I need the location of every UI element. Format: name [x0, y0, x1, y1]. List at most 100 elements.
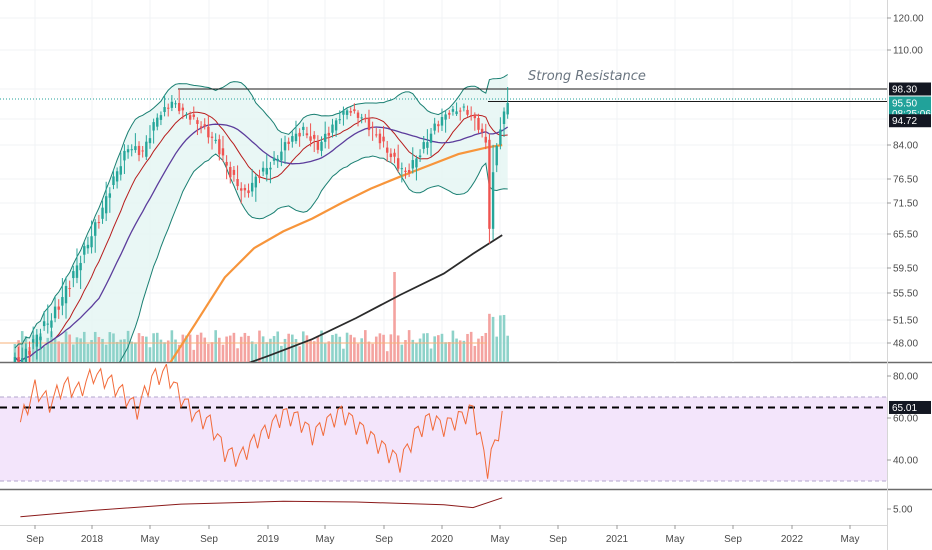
volume-bar — [433, 336, 436, 362]
volume-bar — [342, 348, 345, 362]
volume-bar — [148, 347, 152, 362]
volume-bar — [112, 333, 115, 362]
candle — [50, 313, 53, 338]
volume-bar — [440, 333, 444, 362]
candle — [21, 347, 24, 362]
volume-bar — [72, 344, 75, 362]
volume-bar — [407, 330, 411, 362]
candle — [265, 154, 268, 182]
volume-bar — [53, 338, 57, 362]
volume-bar — [185, 335, 188, 362]
volume-bar — [170, 330, 174, 362]
candle — [225, 155, 228, 180]
candle — [415, 155, 418, 181]
volume-bar — [429, 348, 433, 362]
price-tick-label: 65.50 — [893, 230, 918, 241]
candle — [236, 165, 239, 191]
candle — [46, 304, 49, 334]
candle — [309, 123, 312, 147]
candle — [429, 128, 433, 157]
volume-bar — [82, 331, 86, 362]
candle — [469, 106, 473, 121]
price-tick-label: 71.50 — [893, 199, 918, 210]
candle — [437, 120, 440, 133]
rsi-band-fill — [0, 397, 887, 481]
volume-bar — [451, 330, 455, 362]
price-tick-label: 110.00 — [893, 46, 923, 57]
candle — [349, 107, 352, 117]
volume-bar — [378, 333, 382, 362]
candle — [130, 144, 133, 157]
candle — [28, 341, 31, 362]
volume-bar — [108, 332, 112, 362]
candle — [13, 352, 17, 362]
candle — [94, 219, 97, 253]
time-tick-label: May — [316, 534, 335, 545]
volume-bar — [371, 343, 374, 362]
volume-bar — [57, 341, 61, 362]
candle — [448, 110, 451, 119]
candle — [261, 161, 265, 177]
volume-bar — [334, 333, 338, 362]
volume-bar — [104, 344, 108, 362]
volume-bar — [134, 342, 137, 362]
candle — [440, 108, 444, 132]
candle — [229, 161, 232, 184]
volume-bar — [42, 346, 46, 362]
candle — [90, 220, 93, 254]
candle — [72, 265, 75, 288]
volume-bar — [258, 330, 261, 362]
candle — [199, 121, 203, 134]
candle — [422, 136, 425, 154]
ma-fast-line — [14, 111, 508, 362]
candle — [269, 161, 272, 184]
candle — [68, 280, 71, 297]
candle — [123, 144, 126, 174]
volume-bar — [254, 344, 258, 362]
candle — [247, 183, 250, 198]
lower-indicator-line — [20, 497, 503, 518]
candle — [396, 144, 400, 173]
candle — [53, 296, 57, 323]
volume-bar — [385, 351, 389, 362]
volume-bar — [364, 330, 367, 362]
candle — [108, 187, 112, 213]
candle — [272, 151, 276, 165]
volume-bar — [214, 330, 217, 362]
candle — [196, 117, 199, 136]
time-axis[interactable]: Sep 2018 May Sep 2019 May Sep 2020 May Sep 2021 May… — [26, 525, 859, 545]
price-axis[interactable]: 120.00 110.00 84.00 76.50 71.50 65.50 59.50 55.… — [887, 14, 931, 516]
candle — [342, 106, 345, 126]
candle — [345, 108, 349, 120]
price-tick-label: 48.00 — [893, 339, 918, 350]
candle — [115, 167, 119, 189]
volume-bar — [353, 337, 356, 362]
volume-bar — [469, 331, 473, 362]
rsi-tick-label: 80.00 — [893, 372, 918, 383]
candle — [57, 299, 60, 319]
volume-bar — [426, 333, 429, 362]
rsi-level-tag-label: 65.01 — [892, 403, 917, 414]
price-tag: 94.72 — [889, 114, 931, 128]
candle — [39, 328, 42, 350]
price-tick-label: 51.50 — [893, 316, 918, 327]
moving-averages — [14, 74, 509, 362]
volume-bar — [210, 342, 214, 362]
candle — [156, 113, 159, 131]
volume-bar — [152, 333, 155, 362]
candle — [163, 95, 166, 117]
volume-bar — [192, 349, 196, 362]
candle — [141, 145, 144, 158]
candle — [323, 121, 327, 149]
volume-bar — [393, 272, 396, 362]
candle — [407, 163, 411, 177]
candle — [64, 276, 68, 319]
volume-bar — [360, 338, 363, 362]
candle — [210, 131, 214, 150]
candle — [473, 112, 477, 131]
candle — [375, 127, 378, 138]
candle — [502, 107, 506, 137]
strong-resistance-annotation: Strong Resistance — [528, 69, 646, 84]
candle — [185, 112, 188, 119]
